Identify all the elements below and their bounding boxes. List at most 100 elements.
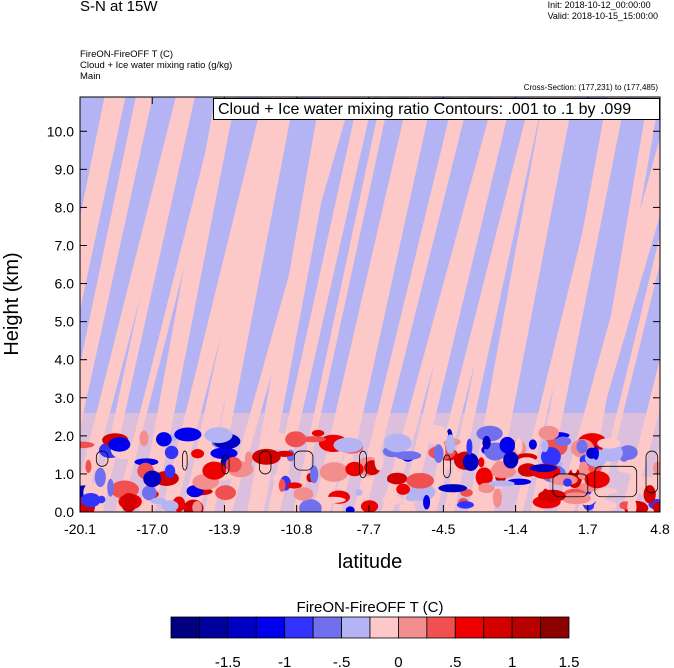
cloud-contour	[442, 454, 451, 479]
colorbar-swatch	[369, 616, 399, 639]
positive-streak	[94, 97, 195, 512]
warming-blob	[360, 500, 379, 512]
y-tick-label: 8.0	[55, 199, 75, 215]
warming-blob	[538, 489, 566, 503]
colorbar-label: 1	[508, 654, 516, 668]
warming-blob	[225, 456, 242, 473]
warming-blob	[192, 500, 202, 512]
colorbar-label: .5	[449, 654, 462, 668]
cooling-blob	[503, 451, 519, 469]
colorbar-swatch	[284, 616, 314, 639]
warming-blob	[653, 461, 660, 475]
warming-blob	[478, 482, 495, 494]
field-line-1: FireON-FireOFF T (C)	[80, 49, 174, 60]
cooling-blob	[540, 447, 561, 467]
warming-blob	[617, 458, 631, 473]
x-tick-label: -10.8	[281, 521, 313, 537]
warming-blob	[215, 485, 236, 501]
y-axis-label: Height (km)	[1, 252, 23, 355]
cooling-blob	[445, 434, 456, 454]
positive-streak	[482, 97, 574, 512]
colorbar-label: 1.5	[559, 654, 580, 668]
cooling-blob	[499, 436, 516, 454]
warming-blob	[492, 488, 502, 508]
colorbar-label: 0	[394, 654, 402, 668]
warming-blob	[399, 500, 416, 512]
warming-blob	[596, 487, 618, 495]
positive-streak	[204, 97, 295, 512]
colorbar-swatch	[483, 616, 513, 639]
warming-blob	[120, 493, 138, 512]
plot-area	[80, 97, 660, 512]
y-tick-label: 5.0	[55, 314, 75, 330]
cooling-blob	[405, 493, 417, 502]
y-tick-label: 9.0	[55, 161, 75, 177]
contour-info-box: Cloud + Ice water mixing ratio Contours:…	[213, 98, 660, 120]
cooling-blob	[395, 451, 422, 460]
cloud-contours	[95, 450, 659, 498]
colorbar	[170, 616, 570, 639]
warming-blob	[561, 492, 591, 505]
warming-blob	[85, 463, 114, 471]
cooling-blob	[174, 427, 202, 442]
colorbar-title: FireON-FireOFF T (C)	[297, 599, 444, 616]
positive-streak	[267, 97, 374, 512]
cooling-blob	[134, 458, 159, 466]
cooling-blob	[482, 435, 491, 450]
warming-blob	[584, 471, 610, 489]
colorbar-swatch	[170, 616, 200, 639]
cooling-blob	[164, 464, 176, 478]
x-tick-label: 4.8	[650, 521, 670, 537]
y-tick-label: 10.0	[47, 123, 74, 139]
warming-blob	[571, 462, 578, 474]
cloud-contour	[293, 450, 314, 471]
y-tick-label: 4.0	[55, 352, 75, 368]
plot-title: S-N at 15W	[80, 0, 158, 15]
cooling-blob	[529, 464, 557, 473]
positive-streak	[80, 97, 153, 429]
warming-blob	[597, 438, 621, 449]
plot-frame	[79, 96, 661, 513]
cooling-blob	[309, 465, 319, 484]
warming-blob	[300, 436, 326, 443]
warming-blob	[578, 461, 589, 476]
colorbar-swatch	[398, 616, 428, 639]
warming-blob	[437, 462, 454, 469]
positive-streak	[659, 507, 660, 512]
warming-blob	[627, 498, 637, 512]
warming-blob	[139, 430, 149, 447]
x-tick-label: -13.9	[208, 521, 240, 537]
x-tick-label: -7.7	[357, 521, 381, 537]
colorbar-swatch	[255, 616, 286, 639]
cooling-blob	[108, 437, 131, 452]
positive-streak	[332, 97, 433, 512]
field-description: FireON-FireOFF T (C) Cloud + Ice water m…	[80, 49, 232, 82]
warming-blob	[319, 496, 346, 504]
warming-blob	[80, 441, 95, 449]
cloud-contour	[359, 450, 367, 479]
positive-streak	[139, 97, 236, 512]
positive-streak	[80, 97, 126, 311]
cloud-contour	[258, 450, 272, 475]
warming-blob	[285, 431, 307, 448]
warming-blob	[374, 451, 384, 471]
colorbar-label: -.5	[333, 654, 351, 668]
cooling-blob	[143, 470, 162, 488]
warming-blob	[396, 483, 410, 495]
cooling-blob	[456, 501, 474, 509]
cooling-blob	[161, 500, 179, 512]
warming-blob	[478, 457, 485, 468]
x-tick-label: -17.0	[136, 521, 168, 537]
cooling-blob	[528, 439, 537, 450]
x-tick-label: -1.4	[504, 521, 528, 537]
init-time: Init: 2018-10-12_00:00:00	[547, 0, 651, 10]
colorbar-label: -1	[278, 654, 291, 668]
colorbar-swatch	[426, 616, 456, 639]
valid-time: Valid: 2018-10-15_15:00:00	[547, 11, 658, 21]
warming-blob	[293, 487, 314, 501]
cloud-contour	[182, 450, 188, 471]
colorbar-swatch	[199, 616, 229, 639]
positive-streak	[443, 97, 544, 512]
cooling-blob	[383, 433, 412, 453]
cloud-contour	[594, 465, 638, 498]
